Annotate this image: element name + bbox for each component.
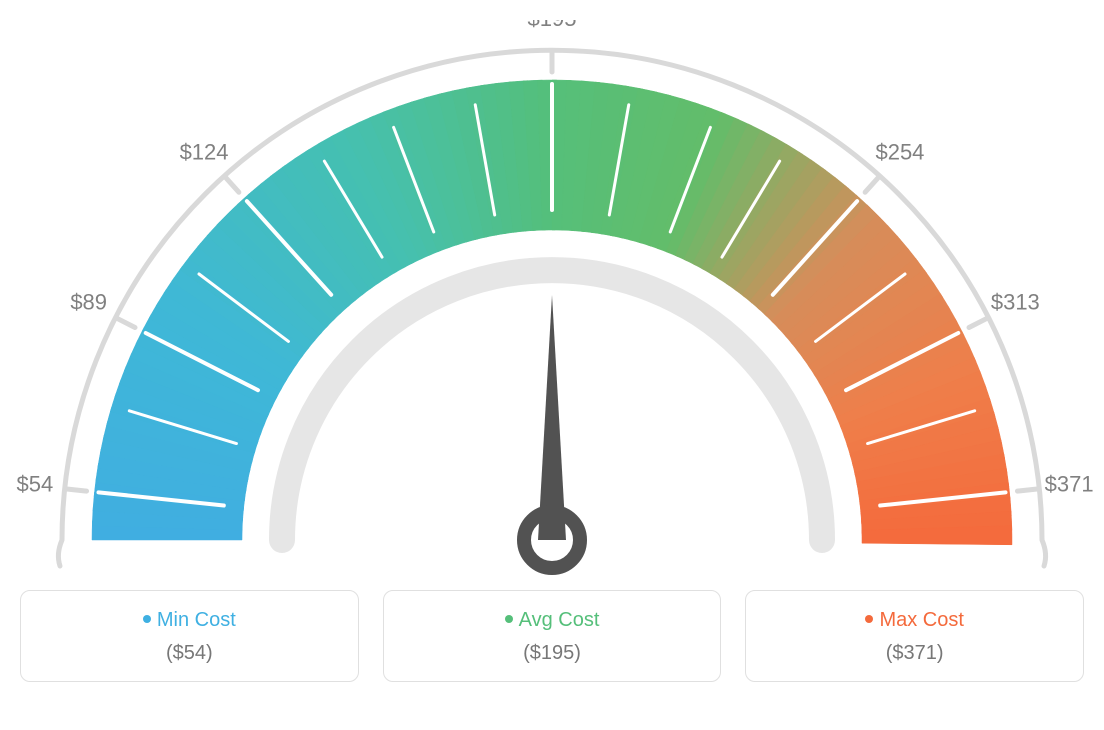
tick-label: $89 [70, 290, 107, 315]
tick-label: $195 [528, 20, 577, 31]
legend-min-label: Min Cost [157, 609, 236, 631]
tick-label: $313 [991, 290, 1040, 315]
scale-stub [865, 177, 878, 192]
tick-label: $371 [1045, 471, 1094, 496]
legend-avg-title: Avg Cost [396, 609, 709, 632]
scale-stub [1017, 489, 1037, 491]
legend-avg-value: ($195) [396, 642, 709, 665]
legend-max-value: ($371) [758, 642, 1071, 665]
legend-max-title: Max Cost [758, 609, 1071, 632]
scale-stub [117, 318, 135, 327]
legend-avg-label: Avg Cost [519, 609, 600, 631]
scale-stub [225, 177, 238, 192]
legend-max-label: Max Cost [879, 609, 963, 631]
scale-stub [969, 318, 987, 327]
scale-endcap-left [58, 540, 62, 566]
dot-icon [143, 615, 151, 623]
scale-endcap-right [1042, 540, 1046, 566]
cost-gauge-infographic: $54 $89 $124 $195 $254 $313 $371 Min Cost ($54… [0, 20, 1104, 710]
legend-row: Min Cost ($54) Avg Cost ($195) Max Cost … [0, 590, 1104, 682]
scale-stub [67, 489, 87, 491]
dot-icon [505, 615, 513, 623]
dot-icon [865, 615, 873, 623]
gauge-needle [538, 295, 566, 540]
legend-min-title: Min Cost [33, 609, 346, 632]
tick-label: $124 [180, 139, 229, 164]
legend-min-cost: Min Cost ($54) [20, 590, 359, 682]
tick-label: $54 [16, 471, 53, 496]
gauge-svg: $54 $89 $124 $195 $254 $313 $371 [0, 20, 1104, 580]
legend-max-cost: Max Cost ($371) [745, 590, 1084, 682]
gauge-chart: $54 $89 $124 $195 $254 $313 $371 [0, 20, 1104, 580]
legend-avg-cost: Avg Cost ($195) [383, 590, 722, 682]
tick-label: $254 [875, 139, 924, 164]
legend-min-value: ($54) [33, 642, 346, 665]
